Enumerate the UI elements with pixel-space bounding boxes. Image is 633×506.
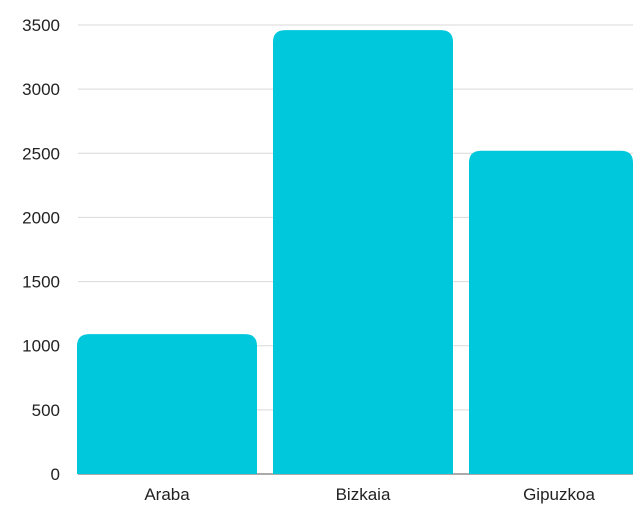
y-tick-label: 0: [51, 465, 60, 484]
y-tick-label: 3500: [22, 16, 60, 35]
x-category-label: Gipuzkoa: [523, 485, 595, 504]
bar-araba[interactable]: [77, 334, 257, 474]
x-axis: Araba Bizkaia Gipuzkoa: [144, 485, 595, 504]
y-tick-label: 2500: [22, 144, 60, 163]
bars: [77, 30, 633, 474]
y-tick-label: 1500: [22, 273, 60, 292]
bar-bizkaia[interactable]: [273, 30, 453, 474]
y-tick-label: 2000: [22, 208, 60, 227]
y-tick-label: 1000: [22, 337, 60, 356]
bar-gipuzkoa[interactable]: [469, 150, 633, 474]
x-category-label: Araba: [144, 485, 190, 504]
x-category-label: Bizkaia: [336, 485, 391, 504]
y-axis: 0 500 1000 1500 2000 2500 3000 3500: [22, 16, 60, 484]
y-tick-label: 3000: [22, 80, 60, 99]
y-tick-label: 500: [32, 401, 60, 420]
